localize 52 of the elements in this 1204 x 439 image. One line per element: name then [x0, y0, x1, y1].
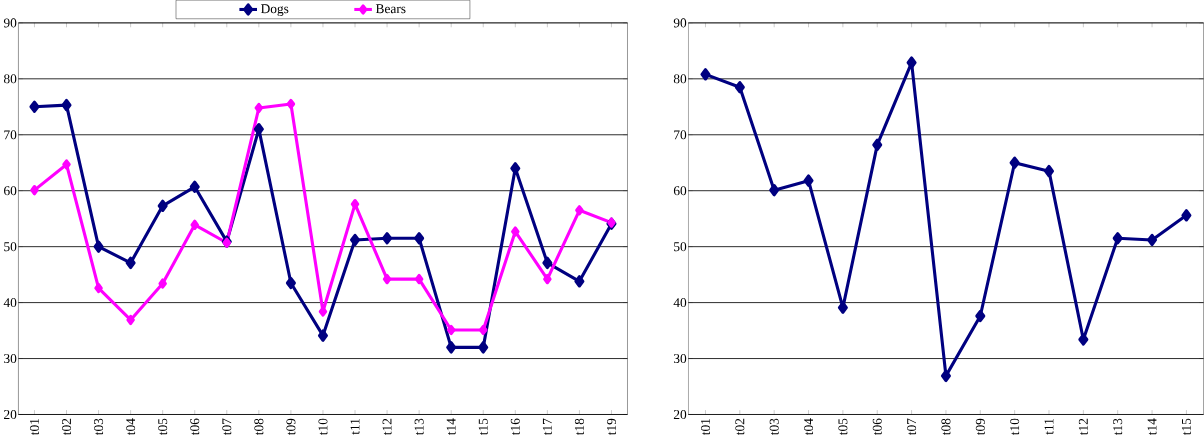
x-tick-label: t01 [700, 419, 710, 436]
y-tick-label: 30 [673, 354, 687, 364]
legend-label: Dogs [260, 4, 289, 17]
x-tick-label: t04 [804, 418, 814, 436]
x-tick-label: t10 [318, 418, 328, 436]
x-tick-label: t13 [1113, 418, 1123, 436]
y-tick-label: 90 [673, 18, 687, 28]
x-tick-label: t11 [1044, 419, 1054, 435]
y-tick-label: 90 [3, 18, 17, 28]
y-tick-label: 80 [673, 74, 687, 84]
y-tick-label: 50 [674, 242, 687, 252]
x-tick-label: t03 [94, 418, 104, 436]
x-tick-label: t17 [542, 418, 552, 436]
x-tick-label: t09 [975, 418, 985, 436]
x-tick-label: t12 [382, 419, 392, 436]
x-tick-label: t09 [286, 418, 296, 436]
legend-label: Bears [375, 4, 406, 14]
x-tick-label: t05 [158, 418, 168, 436]
x-tick-label: t06 [872, 418, 882, 436]
x-tick-label: t10 [1010, 418, 1020, 436]
y-tick-label: 20 [4, 410, 17, 420]
y-tick-label: 50 [4, 242, 17, 252]
x-tick-label: t13 [414, 418, 424, 436]
y-tick-label: 70 [674, 130, 687, 140]
x-tick-label: t11 [350, 419, 360, 435]
y-tick-label: 60 [4, 186, 17, 196]
x-tick-label: t07 [907, 418, 917, 436]
x-tick-label: t08 [254, 418, 264, 436]
x-tick-label: t01 [29, 419, 39, 436]
x-tick-label: t14 [446, 418, 456, 436]
x-tick-label: t15 [1181, 418, 1191, 436]
x-tick-label: t02 [735, 419, 745, 436]
x-tick-label: t03 [769, 418, 779, 436]
y-tick-label: 40 [673, 298, 687, 308]
x-tick-label: t04 [126, 418, 136, 436]
x-tick-label: t05 [838, 418, 848, 436]
y-tick-label: 40 [3, 298, 17, 308]
x-tick-label: t08 [941, 418, 951, 436]
y-tick-label: 80 [3, 74, 17, 84]
x-tick-label: t02 [62, 419, 72, 436]
x-tick-label: t06 [190, 418, 200, 436]
y-tick-label: 30 [4, 354, 17, 364]
x-tick-label: t18 [574, 418, 584, 436]
y-tick-label: 20 [673, 410, 687, 420]
y-tick-label: 60 [673, 186, 687, 196]
x-tick-label: t16 [510, 418, 520, 436]
x-tick-label: t14 [1147, 418, 1157, 436]
x-tick-label: t19 [606, 418, 616, 436]
y-tick-label: 70 [4, 130, 17, 140]
x-tick-label: t15 [478, 418, 488, 436]
x-tick-label: t12 [1078, 419, 1088, 436]
x-tick-label: t07 [222, 418, 232, 436]
